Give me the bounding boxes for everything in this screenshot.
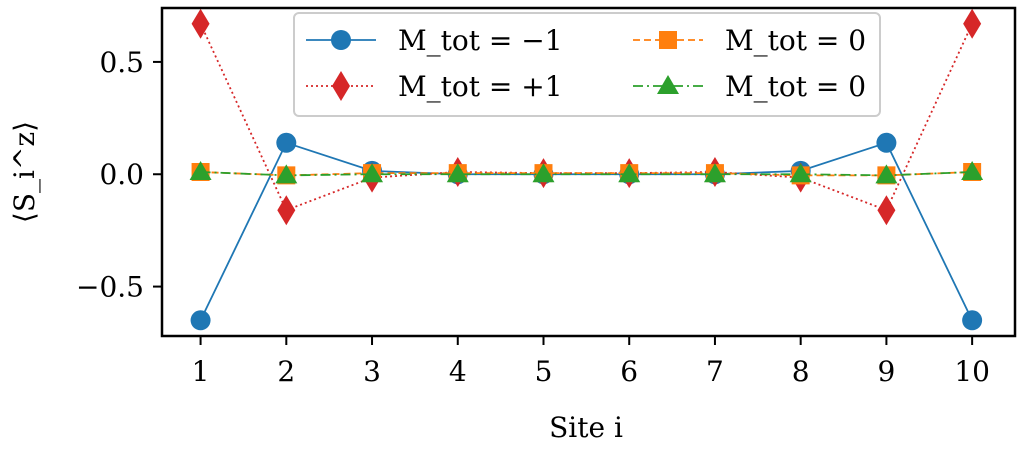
series-4-point-9 [875,164,898,184]
x-tick-label-3: 3 [363,355,381,388]
series-4-point-7 [703,163,726,183]
series-1-point-2 [276,132,297,153]
series-4 [189,161,984,184]
series-4-point-10 [961,161,984,180]
series-2-point-1 [191,8,210,39]
axes-frame [160,6,1017,338]
y-axis-title: ⟨S_i^z⟩ [8,121,41,223]
series-4-point-3 [361,163,384,183]
series-4-line [200,171,973,177]
y-tick-label-3: 0.5 [99,46,144,79]
legend-entry-2-label: M_tot = +1 [398,70,563,103]
series-2-point-9 [877,195,896,226]
x-tick-label-10: 10 [954,355,990,388]
x-axis-title-text: Site i [549,411,623,444]
legend-entry-1: M_tot = −1 [306,24,563,57]
legend-entry-2-marker [332,71,350,101]
series-2-point-2 [277,195,296,226]
x-axis-title: Site i [549,411,623,444]
legend-entry-1-label: M_tot = −1 [398,24,563,57]
x-tick-label-6: 6 [620,355,638,388]
x-tick-label-2: 2 [277,355,295,388]
legend-entry-4-marker [657,75,679,94]
legend-entry-3: M_tot = 0 [633,24,866,57]
x-tick-label-5: 5 [535,355,553,388]
x-tick-label-1: 1 [192,355,210,388]
plot-area [189,8,984,331]
legend-entry-4: M_tot = 0 [633,70,866,103]
legend-entry-3-label: M_tot = 0 [725,24,866,57]
x-tick-label-4: 4 [449,355,467,388]
series-1-point-1 [190,310,211,331]
series-4-point-1 [189,161,212,180]
series-4-point-6 [618,163,641,183]
series-4-point-4 [446,163,469,183]
legend-entry-2: M_tot = +1 [306,70,563,103]
series-2-point-10 [963,8,982,39]
y-tick-label-2: 0.0 [99,158,144,191]
x-tick-label-7: 7 [706,355,724,388]
series-4-point-5 [532,163,555,183]
series-1-point-10 [962,310,983,331]
x-tick-label-9: 9 [877,355,895,388]
legend-entry-4-label: M_tot = 0 [725,70,866,103]
series-1-point-9 [876,132,897,153]
y-tick-label-1: −0.5 [76,271,144,304]
legend-box [293,12,881,117]
series-4-point-2 [275,164,298,184]
x-tick-label-8: 8 [792,355,810,388]
legend-entry-1-marker [331,30,351,50]
y-axis-title-text: ⟨S_i^z⟩ [8,121,41,223]
axis-ticks: 1 2 3 4 5 6 7 8 9 10 −0.5 0.0 0.5 [76,46,990,388]
legend-entry-3-marker [659,31,677,49]
legend: M_tot = −1 M_tot = +1 M_tot = 0 M_tot = 0 [293,12,881,117]
series-4-point-8 [789,163,812,183]
